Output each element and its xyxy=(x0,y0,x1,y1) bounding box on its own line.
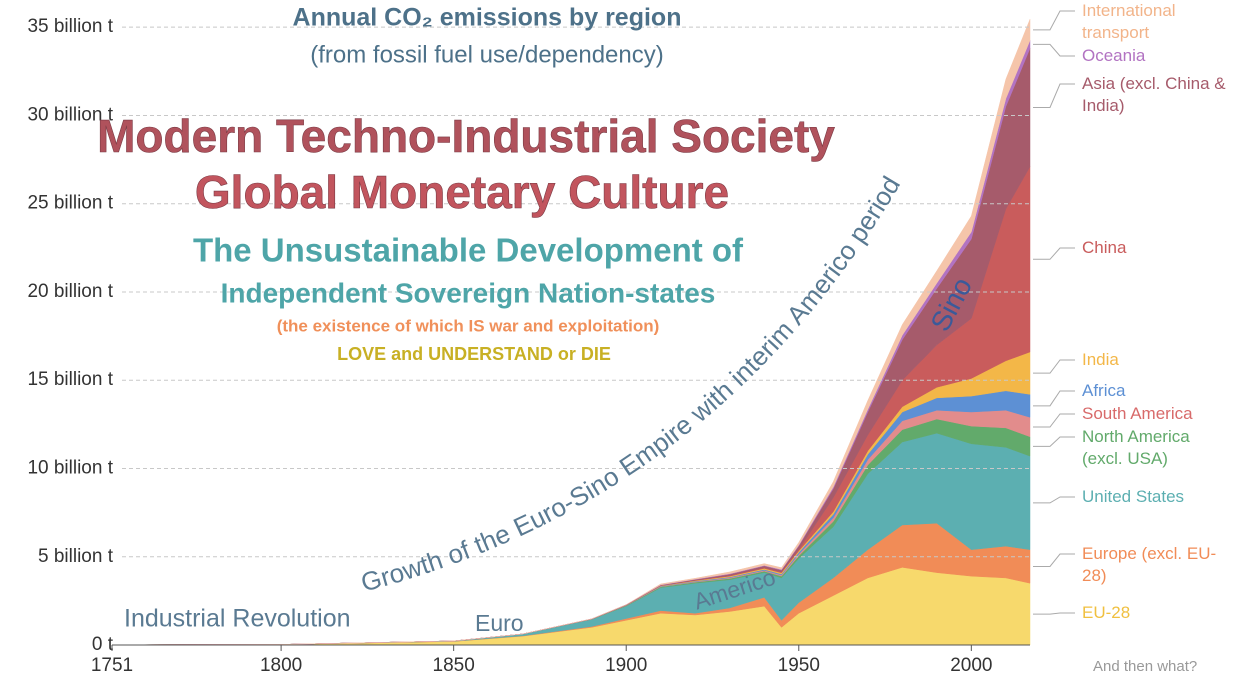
annotation: LOVE and UNDERSTAND or DIE xyxy=(337,344,611,364)
y-tick-label: 5 billion t xyxy=(38,546,114,567)
leader-line xyxy=(1033,247,1075,260)
y-tick-label: 35 billion t xyxy=(27,16,113,37)
axes: 0 t 5 billion t 10 billion t 15 billion t 20… xyxy=(27,10,1075,676)
y-tick-label: 20 billion t xyxy=(27,281,113,302)
y-tick-label: 25 billion t xyxy=(27,193,113,214)
legend-label: South America xyxy=(1082,404,1193,423)
leader-line xyxy=(1033,553,1075,567)
chart-title: Annual CO₂ emissions by region xyxy=(293,4,682,32)
leader-line xyxy=(1033,436,1075,447)
legend-label: India xyxy=(1082,350,1119,369)
leader-line xyxy=(1033,43,1075,57)
area xyxy=(111,19,1031,646)
leader-line xyxy=(1033,83,1075,108)
leader-line xyxy=(1033,612,1075,615)
x-tick-label: 1950 xyxy=(778,655,820,676)
legend-label: Europe (excl. EU-28) xyxy=(1082,544,1217,585)
legend-label: North America (excl. USA) xyxy=(1082,427,1190,468)
y-tick-label: 0 t xyxy=(92,634,114,655)
legend-label: Asia (excl. China & India) xyxy=(1082,74,1226,115)
legend-label: United States xyxy=(1082,487,1185,506)
annotation: And then what? xyxy=(1093,658,1197,675)
y-tick-label: 15 billion t xyxy=(27,369,113,390)
x-tick-label: 1751 xyxy=(91,655,133,676)
plot-area xyxy=(111,19,1031,646)
annotation: The Unsustainable Development of xyxy=(193,232,744,269)
annotation: Global Monetary Culture xyxy=(195,166,729,218)
legend-label: China xyxy=(1082,238,1127,257)
annotation: Euro xyxy=(475,610,524,636)
legend-label: International transport xyxy=(1082,1,1176,42)
leader-line xyxy=(1033,390,1075,407)
leader-line xyxy=(1033,413,1075,428)
legend-label: Oceania xyxy=(1082,46,1146,65)
x-tick-label: 1900 xyxy=(605,655,647,676)
y-tick-label: 30 billion t xyxy=(27,104,113,125)
leader-line xyxy=(1033,10,1075,31)
y-tick-label: 10 billion t xyxy=(27,457,113,478)
annotation: Modern Techno-Industrial Society xyxy=(97,110,835,162)
chart-subtitle: (from fossil fuel use/dependency) xyxy=(310,41,664,68)
x-tick-label: 2000 xyxy=(950,655,992,676)
annotation: (the existence of which IS war and explo… xyxy=(277,316,660,335)
legend-label: EU-28 xyxy=(1082,603,1131,622)
leader-line xyxy=(1033,359,1075,374)
annotation: Industrial Revolution xyxy=(124,605,351,633)
x-tick-label: 1850 xyxy=(433,655,475,676)
legend-label: Africa xyxy=(1082,381,1126,400)
leader-line xyxy=(1033,496,1075,504)
annotation: Independent Sovereign Nation-states xyxy=(221,277,716,308)
x-tick-label: 1800 xyxy=(260,655,302,676)
